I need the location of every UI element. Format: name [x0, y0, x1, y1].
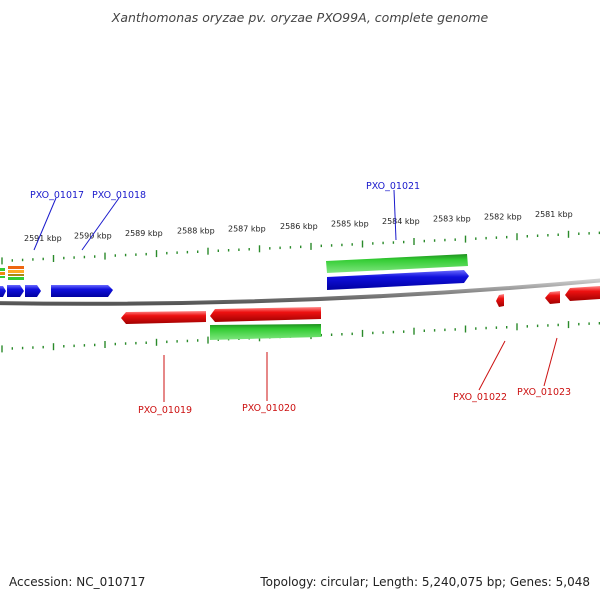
- cds-bar-PXO_01020: [210, 324, 321, 340]
- scale-label: 2591 kbp: [24, 234, 62, 243]
- gene-label-PXO_01018[interactable]: PXO_01018: [92, 190, 146, 201]
- gene-arrow-forward-1[interactable]: [0, 286, 6, 297]
- gene-arrow-PXO_01022[interactable]: [496, 294, 504, 307]
- genome-summary-text: Topology: circular; Length: 5,240,075 bp…: [260, 575, 590, 589]
- gene-arrow-PXO_01018[interactable]: [51, 285, 113, 297]
- gene-label-PXO_01023[interactable]: PXO_01023: [517, 387, 571, 398]
- scale-labels: 2591 kbp 2590 kbp 2589 kbp 2588 kbp 2587 kbp…: [24, 210, 573, 243]
- partial-feature-left: [0, 266, 24, 280]
- gene-arrow-PXO_01021[interactable]: [327, 270, 469, 290]
- genome-backbone: [0, 278, 600, 306]
- gene-arrow-forward-2[interactable]: [7, 285, 24, 297]
- gene-arrow-PXO_01023[interactable]: [565, 286, 600, 301]
- scale-label: 2584 kbp: [382, 217, 420, 226]
- gene-arrow-reverse-5[interactable]: [545, 291, 560, 304]
- gene-arrow-PXO_01019[interactable]: [121, 311, 206, 324]
- scale-label: 2590 kbp: [74, 232, 112, 241]
- accession-text: Accession: NC_010717: [9, 575, 146, 589]
- gene-arrow-forward-3[interactable]: [25, 285, 41, 297]
- scale-label: 2581 kbp: [535, 210, 573, 219]
- map-title: Xanthomonas oryzae pv. oryzae PXO99A, co…: [111, 10, 489, 25]
- gene-label-PXO_01021[interactable]: PXO_01021: [366, 181, 420, 192]
- scale-label: 2589 kbp: [125, 229, 163, 238]
- scale-label: 2586 kbp: [280, 222, 318, 231]
- gene-arrow-PXO_01020[interactable]: [210, 307, 321, 322]
- scale-ticks-outer: [1, 230, 600, 265]
- gene-label-PXO_01020[interactable]: PXO_01020: [242, 403, 296, 414]
- scale-label: 2587 kbp: [228, 224, 266, 233]
- scale-label: 2585 kbp: [331, 219, 369, 228]
- scale-label: 2582 kbp: [484, 212, 522, 221]
- gene-label-PXO_01017[interactable]: PXO_01017: [30, 190, 84, 201]
- scale-label: 2588 kbp: [177, 227, 215, 236]
- cds-bar-PXO_01021: [326, 254, 468, 273]
- scale-label: 2583 kbp: [433, 215, 471, 224]
- gene-label-PXO_01022[interactable]: PXO_01022: [453, 392, 507, 403]
- gene-leader-lines: [33, 189, 558, 402]
- gene-label-PXO_01019[interactable]: PXO_01019: [138, 405, 192, 416]
